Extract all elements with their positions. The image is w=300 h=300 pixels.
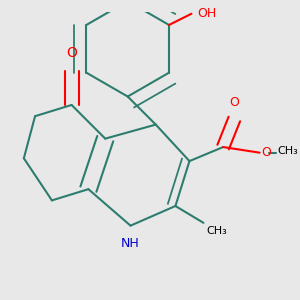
Text: CH₃: CH₃ (278, 146, 298, 156)
Text: NH: NH (121, 237, 140, 250)
Text: OH: OH (197, 7, 216, 20)
Text: O: O (66, 46, 77, 60)
Text: O: O (261, 146, 271, 159)
Text: O: O (230, 96, 239, 109)
Text: CH₃: CH₃ (206, 226, 227, 236)
